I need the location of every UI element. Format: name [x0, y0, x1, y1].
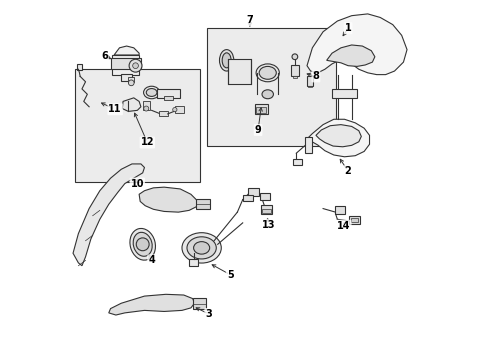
- Polygon shape: [139, 187, 198, 212]
- Polygon shape: [108, 294, 194, 315]
- Bar: [157, 89, 180, 98]
- Text: 1: 1: [344, 23, 351, 33]
- Circle shape: [172, 108, 177, 112]
- Text: 5: 5: [226, 270, 233, 280]
- Polygon shape: [122, 98, 141, 111]
- Bar: [290, 65, 298, 76]
- Bar: [260, 205, 271, 214]
- Text: 3: 3: [205, 309, 212, 319]
- Text: 8: 8: [312, 71, 319, 81]
- Bar: [192, 298, 206, 309]
- Ellipse shape: [133, 232, 152, 256]
- Bar: [306, 76, 313, 86]
- Bar: [308, 86, 311, 87]
- Bar: [227, 59, 251, 84]
- Bar: [206, 28, 335, 146]
- Ellipse shape: [146, 89, 157, 96]
- Bar: [261, 208, 270, 213]
- Ellipse shape: [143, 86, 160, 99]
- Text: 9: 9: [254, 125, 261, 135]
- Text: 7: 7: [246, 15, 253, 25]
- Bar: [77, 64, 81, 70]
- Bar: [334, 206, 344, 214]
- Bar: [196, 199, 209, 209]
- Ellipse shape: [256, 64, 279, 82]
- Ellipse shape: [259, 66, 276, 79]
- Ellipse shape: [182, 233, 221, 263]
- Bar: [350, 218, 358, 222]
- Polygon shape: [326, 45, 374, 66]
- Bar: [348, 216, 359, 224]
- Text: 14: 14: [336, 221, 350, 231]
- Bar: [292, 76, 296, 78]
- Polygon shape: [331, 89, 356, 98]
- Ellipse shape: [219, 50, 233, 71]
- Polygon shape: [73, 164, 144, 266]
- Polygon shape: [306, 119, 369, 157]
- Text: 11: 11: [108, 104, 122, 114]
- Circle shape: [132, 63, 138, 68]
- Ellipse shape: [222, 53, 231, 68]
- Bar: [112, 55, 139, 75]
- Circle shape: [129, 59, 142, 72]
- Text: 2: 2: [344, 166, 351, 176]
- Text: 6: 6: [101, 51, 108, 61]
- Polygon shape: [114, 46, 139, 55]
- Polygon shape: [306, 14, 406, 75]
- Bar: [255, 104, 267, 114]
- Circle shape: [291, 54, 297, 60]
- Bar: [110, 58, 141, 69]
- Bar: [189, 259, 198, 266]
- Text: 12: 12: [140, 138, 154, 148]
- Ellipse shape: [130, 229, 155, 260]
- Ellipse shape: [262, 90, 273, 99]
- Text: 4: 4: [148, 255, 155, 265]
- Bar: [164, 96, 173, 100]
- Ellipse shape: [186, 237, 216, 259]
- Circle shape: [136, 238, 149, 251]
- Text: 10: 10: [130, 179, 144, 189]
- Bar: [259, 193, 269, 201]
- Text: 13: 13: [262, 220, 275, 230]
- Bar: [256, 108, 266, 113]
- Bar: [242, 195, 252, 202]
- Ellipse shape: [193, 242, 209, 254]
- Polygon shape: [315, 125, 361, 147]
- Bar: [121, 74, 132, 81]
- Circle shape: [143, 106, 148, 111]
- Bar: [305, 137, 311, 153]
- Bar: [175, 107, 183, 113]
- Bar: [247, 188, 258, 196]
- Bar: [159, 111, 167, 116]
- Circle shape: [128, 80, 134, 86]
- Bar: [142, 102, 149, 111]
- Bar: [75, 69, 200, 182]
- Bar: [128, 77, 134, 82]
- Bar: [292, 158, 301, 165]
